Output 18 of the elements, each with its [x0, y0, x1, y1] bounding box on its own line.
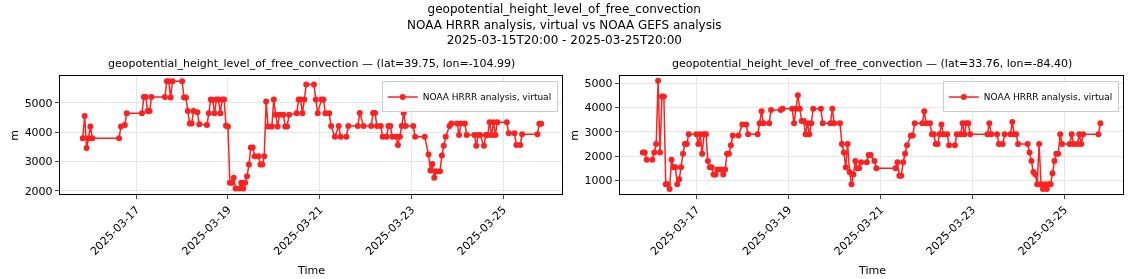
legend-label: NOAA HRRR analysis, virtual — [983, 92, 1113, 103]
y-tick-label: 2000 — [584, 150, 613, 164]
y-axis-title: m — [7, 130, 21, 141]
chart-title: geopotential_height_level_of_free_convection — (lat=39.75, lon=-104.99) — [108, 57, 516, 70]
x-axis-title: Time — [858, 264, 887, 277]
y-tick-label: 4000 — [584, 101, 613, 115]
y-tick-label: 3000 — [584, 125, 613, 139]
y-axis-title: m — [567, 130, 581, 141]
y-tick-label: 3000 — [24, 155, 53, 169]
y-tick-label: 2000 — [24, 184, 53, 198]
y-tick-label: 5000 — [24, 96, 53, 110]
x-axis-title: Time — [297, 264, 326, 277]
legend-label: NOAA HRRR analysis, virtual — [422, 92, 552, 103]
y-tick-label: 1000 — [584, 174, 613, 188]
chart-title: geopotential_height_level_of_free_convection — (lat=33.76, lon=-84.40) — [672, 57, 1073, 70]
y-tick-label: 5000 — [584, 77, 613, 91]
y-tick-label: 4000 — [24, 126, 53, 140]
text: geopotential_height_level_of_free_convection NOAA HRRR analysis, virtual vs NOAA GEFS analysis 2025-03-15T20:00 - 2025-03-25T20:00 — [407, 2, 722, 48]
